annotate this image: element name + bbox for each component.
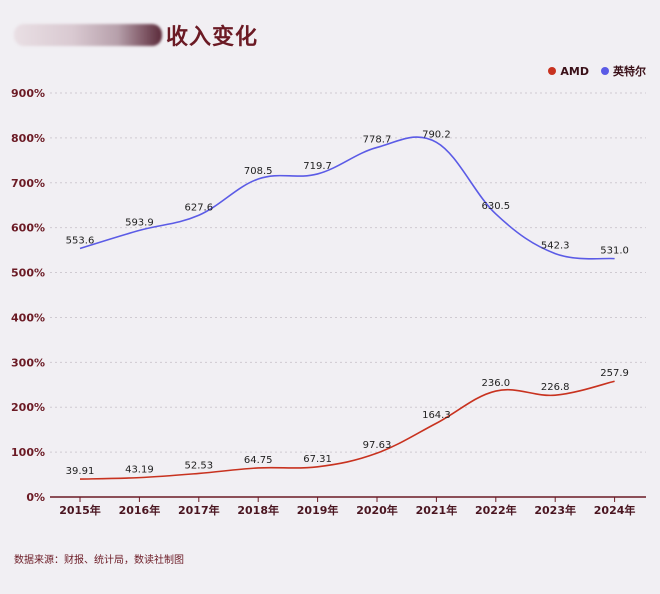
- series-line-amd: [79, 380, 615, 480]
- data-label-amd: 257.9: [600, 368, 629, 379]
- legend-label-amd: AMD: [560, 64, 589, 78]
- series-line-intel: [79, 136, 615, 260]
- data-label-amd: 39.91: [66, 466, 95, 477]
- blurred-brand-logo: [14, 24, 162, 46]
- y-tick-label: 300%: [11, 356, 45, 369]
- data-label-intel: 553.6: [66, 235, 95, 246]
- data-label-amd: 164.3: [422, 410, 451, 421]
- data-label-intel: 593.9: [125, 217, 154, 228]
- y-tick-label: 400%: [11, 311, 45, 324]
- data-label-amd: 97.63: [363, 440, 392, 451]
- legend: AMD 英特尔: [548, 63, 646, 79]
- data-label-amd: 236.0: [481, 378, 510, 389]
- data-label-amd: 226.8: [541, 382, 570, 393]
- data-label-intel: 630.5: [481, 201, 510, 212]
- data-label-intel: 531.0: [600, 246, 629, 257]
- x-tick-label: 2018年: [237, 503, 279, 517]
- x-tick-label: 2023年: [534, 503, 576, 517]
- x-tick-label: 2020年: [356, 503, 398, 517]
- legend-label-intel: 英特尔: [613, 65, 646, 78]
- data-label-intel: 708.5: [244, 166, 273, 177]
- x-tick-label: 2024年: [594, 503, 636, 517]
- data-source-note: 数据来源：财报、统计局，数读社制图: [14, 555, 184, 566]
- data-label-intel: 778.7: [363, 134, 392, 145]
- x-tick-label: 2017年: [178, 503, 220, 517]
- y-tick-label: 600%: [11, 222, 45, 235]
- chart-title: 收入变化: [166, 25, 259, 50]
- data-label-intel: 627.6: [184, 202, 213, 213]
- x-tick-label: 2022年: [475, 503, 517, 517]
- data-label-intel: 719.7: [303, 161, 332, 172]
- title-row: 收入变化: [14, 18, 258, 52]
- legend-dot-amd: [548, 67, 557, 75]
- y-tick-label: 900%: [11, 87, 45, 100]
- y-tick-label: 500%: [11, 267, 45, 280]
- y-tick-label: 100%: [11, 446, 45, 459]
- x-tick-label: 2016年: [119, 503, 161, 517]
- x-tick-label: 2015年: [59, 503, 101, 517]
- legend-dot-intel: [601, 67, 609, 75]
- data-label-amd: 64.75: [244, 455, 273, 466]
- x-tick-label: 2019年: [297, 503, 339, 517]
- legend-item-amd[interactable]: AMD: [548, 63, 589, 79]
- data-label-amd: 67.31: [303, 454, 332, 465]
- data-label-amd: 52.53: [184, 460, 213, 471]
- data-label-amd: 43.19: [125, 465, 154, 476]
- data-label-intel: 790.2: [422, 129, 451, 140]
- y-tick-label: 800%: [11, 132, 45, 145]
- y-tick-label: 200%: [11, 401, 45, 414]
- y-tick-label: 700%: [11, 177, 45, 190]
- x-tick-label: 2021年: [416, 503, 458, 517]
- legend-item-intel[interactable]: 英特尔: [601, 63, 646, 79]
- data-label-intel: 542.3: [541, 241, 570, 252]
- y-tick-label: 0%: [26, 491, 45, 504]
